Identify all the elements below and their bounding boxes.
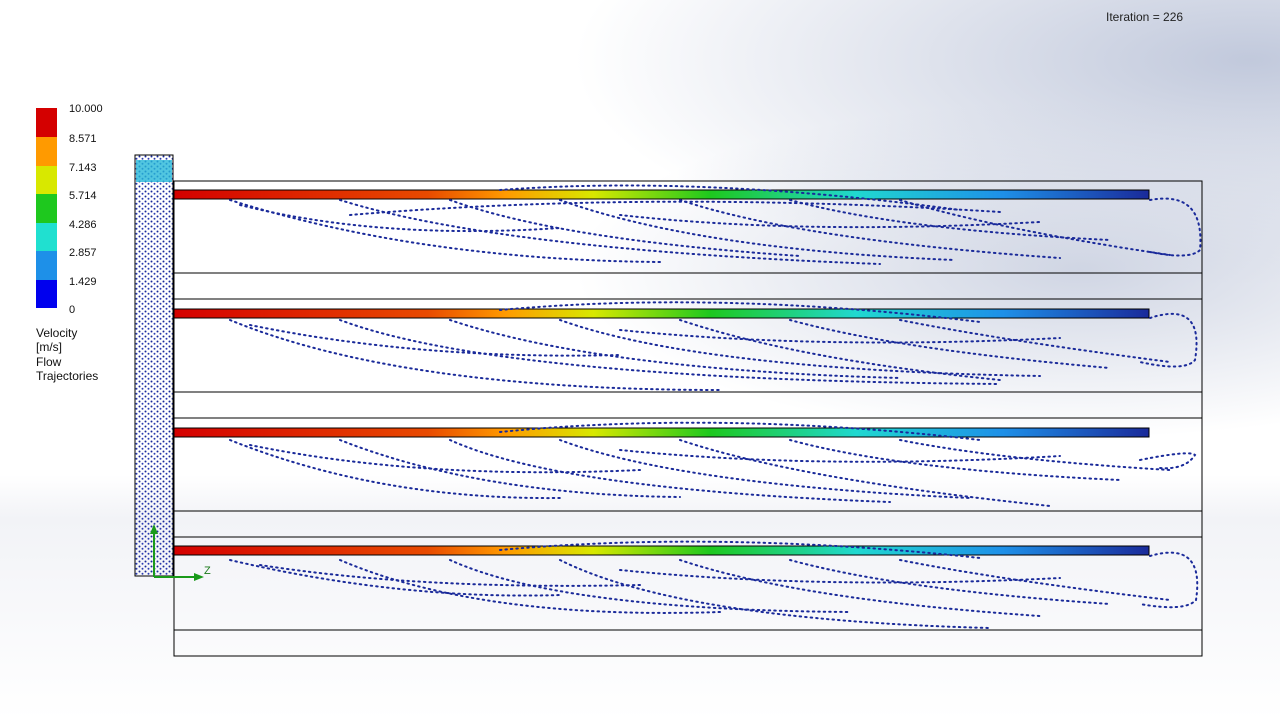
trajectory-group <box>229 301 1198 391</box>
legend-color-band <box>36 166 57 194</box>
floor-slab <box>173 629 1203 657</box>
trajectory-group <box>229 540 1199 629</box>
legend-color-band <box>36 194 57 223</box>
jet-nozzle <box>173 545 1150 556</box>
floor-slab <box>173 510 1203 538</box>
iteration-counter: Iteration = 226 <box>1106 10 1184 24</box>
floor-slab <box>173 391 1203 419</box>
legend-color-band <box>36 108 57 137</box>
trajectory-group <box>229 184 1202 265</box>
coordinate-triad <box>150 524 204 581</box>
legend-color-band <box>36 280 57 308</box>
jet-nozzle <box>173 189 1150 200</box>
vertical-supply-pipe <box>134 154 174 577</box>
jet-nozzle <box>173 308 1150 319</box>
legend-tick-label: 5.714 <box>69 190 97 202</box>
legend-tick-label: 2.857 <box>69 247 97 259</box>
trajectory-group <box>229 421 1197 507</box>
legend-title: Velocity [m/s] <box>36 326 78 354</box>
legend-tick-label: 1.429 <box>69 276 97 288</box>
axis-z-label: Z <box>204 565 211 577</box>
legend-tick-label: 4.286 <box>69 219 97 231</box>
legend-subtitle: Flow Trajectories <box>36 355 99 383</box>
legend-color-band <box>36 251 57 280</box>
pipe-inlet-band <box>136 160 172 182</box>
legend-color-band <box>36 137 57 166</box>
legend-tick-label: 0 <box>69 304 76 316</box>
legend-tick-label: 8.571 <box>69 133 97 145</box>
legend-tick-label: 10.000 <box>69 103 103 115</box>
legend-tick-label: 7.143 <box>69 162 97 174</box>
jet-nozzle <box>173 427 1150 438</box>
legend-color-band <box>36 223 57 251</box>
floor-slab <box>173 272 1203 300</box>
